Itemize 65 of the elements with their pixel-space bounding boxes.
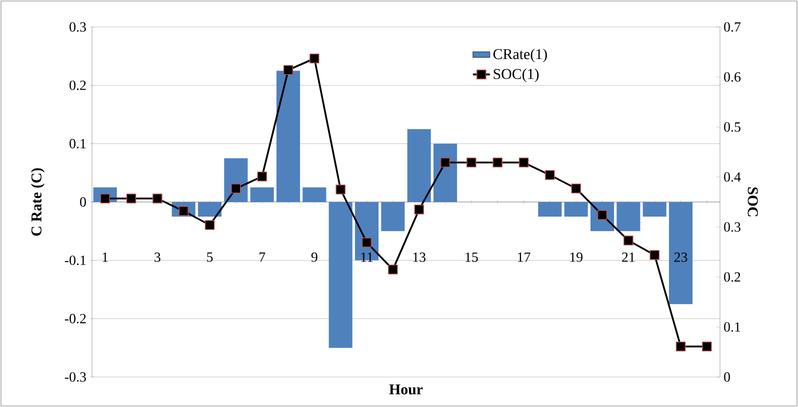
bar — [564, 202, 588, 217]
point — [702, 342, 712, 352]
x-tick-label: 17 — [518, 252, 530, 262]
bar — [328, 202, 352, 348]
bar — [642, 202, 666, 217]
y-tick-label: -0.2 — [64, 314, 86, 324]
legend-label: SOC(1) — [494, 68, 539, 82]
point — [440, 158, 450, 168]
y-tick-label: -0.3 — [64, 372, 86, 382]
y-tick-label: -0.1 — [64, 256, 86, 266]
point — [466, 158, 476, 168]
point — [650, 250, 660, 260]
bar — [198, 202, 222, 217]
y-tick-label: 0.2 — [70, 80, 86, 90]
x-tick-label: 11 — [361, 252, 373, 262]
x-tick-label: 21 — [622, 252, 635, 262]
point — [336, 184, 346, 194]
point — [231, 184, 241, 194]
point — [545, 170, 555, 180]
x-tick-label: 13 — [413, 252, 426, 262]
y2-axis-title: SOC — [748, 187, 758, 216]
y2-tick-label: 0.2 — [724, 272, 740, 282]
point — [388, 264, 398, 274]
point — [257, 172, 267, 182]
point — [152, 194, 162, 204]
x-tick-label: 5 — [207, 252, 213, 262]
point — [204, 220, 215, 230]
bar — [538, 202, 562, 217]
x-tick-label: 7 — [260, 252, 266, 262]
y-tick-label: 0 — [80, 197, 86, 207]
y2-tick-label: 0.4 — [724, 172, 741, 182]
bar — [616, 202, 640, 232]
bar — [250, 187, 274, 202]
x-tick-label: 15 — [466, 252, 478, 262]
point — [676, 342, 686, 352]
y2-tick-label: 0.3 — [724, 222, 740, 232]
legend-label: CRate(1) — [493, 48, 547, 62]
point — [283, 65, 294, 75]
bar — [381, 202, 405, 232]
y2-tick-label: 0.5 — [724, 122, 740, 132]
x-tick-label: 1 — [102, 252, 108, 262]
x-tick-label: 19 — [570, 252, 582, 262]
bar — [668, 202, 693, 304]
point — [310, 54, 320, 64]
bar — [407, 129, 431, 202]
point — [414, 204, 424, 214]
point — [571, 184, 581, 194]
y2-tick-label: 0.7 — [724, 22, 741, 32]
y-axis-title: C Rate (C) — [30, 168, 45, 236]
x-axis-title: Hour — [389, 384, 423, 394]
y2-tick-label: 0.6 — [724, 72, 741, 82]
point — [624, 236, 634, 246]
y2-tick-label: 0.1 — [724, 322, 740, 332]
bar — [302, 187, 326, 202]
bar — [276, 70, 300, 202]
y-tick-label: 0.1 — [70, 138, 86, 148]
x-tick-label: 3 — [154, 252, 160, 262]
point — [492, 158, 502, 168]
x-tick-label: 23 — [674, 252, 688, 262]
y-tick-label: 0.3 — [70, 22, 86, 32]
x-tick-label: 9 — [311, 252, 318, 262]
point — [126, 194, 136, 204]
point — [362, 238, 372, 248]
point — [518, 158, 529, 168]
y2-tick-label: 0 — [724, 372, 730, 382]
